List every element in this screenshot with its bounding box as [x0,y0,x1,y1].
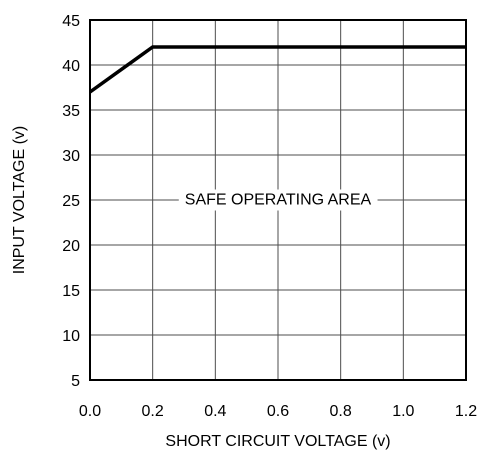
y-tick-label: 35 [62,103,80,120]
x-tick-label: 0.0 [79,403,101,420]
x-tick-label: 0.2 [142,403,164,420]
y-tick-label: 45 [62,13,80,30]
x-tick-label: 1.2 [455,403,477,420]
series-line [88,45,466,94]
series-layer [88,45,466,94]
x-tick-label: 0.6 [267,403,289,420]
axes [89,19,467,381]
y-tick-label: 5 [71,373,80,390]
y-tick-label: 30 [62,148,80,165]
y-tick-label: 10 [62,328,80,345]
y-tick-label: 25 [62,193,80,210]
x-tick-label: 0.8 [330,403,352,420]
y-tick-label: 20 [62,238,80,255]
x-tick-label: 0.4 [204,403,226,420]
y-tick-label: 15 [62,283,80,300]
annotation-safe-operating-area: SAFE OPERATING AREA [185,192,372,209]
x-tick-label: 1.0 [392,403,414,420]
x-axis-label: SHORT CIRCUIT VOLTAGE (v) [165,433,390,450]
y-tick-label: 40 [62,58,80,75]
y-axis-label: INPUT VOLTAGE (v) [11,126,28,274]
annotation-background [178,189,378,211]
x-tick-labels: 0.0 0.2 0.4 0.6 0.8 1.0 1.2 [79,403,477,420]
plot-frame [89,19,467,381]
y-tick-labels: 5 10 15 20 25 30 35 40 45 [62,13,80,390]
